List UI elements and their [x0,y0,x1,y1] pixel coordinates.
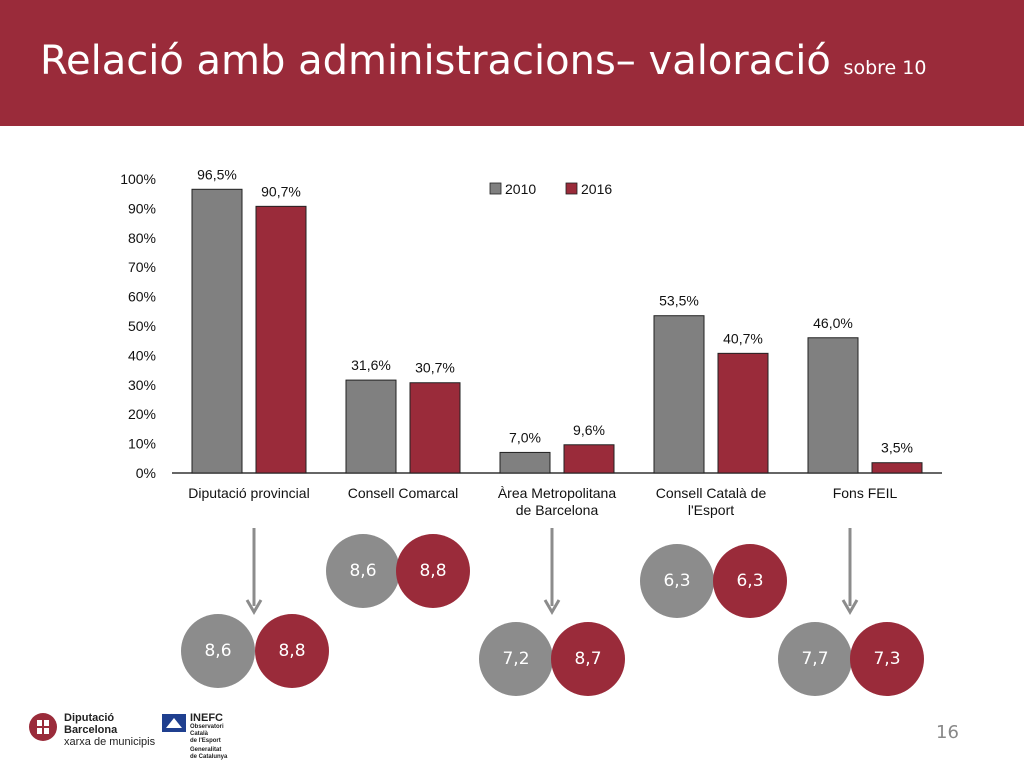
rating-2010-fons-feil: 7,7 [778,622,852,696]
diba-emblem-icon [29,713,57,741]
diba-line1: Diputació [64,712,115,724]
data-label-2010-0: 96,5% [197,166,237,182]
bar-2016-4 [871,462,923,474]
page-number: 16 [936,722,959,743]
bar-2010-2 [499,451,551,474]
rating-2010-consell-comarcal: 8,6 [326,534,400,608]
diba-line3: xarxa de municipis [64,736,156,748]
data-label-2010-3: 53,5% [659,293,699,309]
rating-2010-area-metropolitana: 7,2 [479,622,553,696]
inefc-line6: de Catalunya [190,754,228,760]
inefc-line5: Generalitat [190,747,222,753]
rating-2010-consell-catala: 6,3 [640,544,714,618]
rating-2016-fons-feil: 7,3 [850,622,924,696]
category-label: Diputació provincial [188,485,309,501]
y-tick-label: 40% [128,347,156,363]
bar-2010-1 [345,379,397,474]
rating-2010-diputacio: 8,6 [181,614,255,688]
legend-swatch-2010 [489,182,502,195]
y-tick-label: 20% [128,406,156,422]
legend-swatch-2016 [565,182,578,195]
legend-label-2016: 2016 [581,181,612,197]
category-label: Àrea Metropolitana [498,485,617,501]
data-label-2010-4: 46,0% [813,315,853,331]
y-tick-label: 100% [120,171,156,187]
inefc-logo: INEFC Observatori Català de l'Esport Gen… [162,712,227,760]
title-subtitle: sobre 10 [843,57,927,79]
data-label-2016-1: 30,7% [415,360,455,376]
y-tick-label: 10% [128,436,156,452]
diputacio-barcelona-logo: Diputació Barcelona xarxa de municipis [28,712,155,748]
rating-2016-area-metropolitana: 8,7 [551,622,625,696]
category-label: Consell Català de [656,485,767,501]
title-main: Relació amb administracions– valoració [40,38,831,84]
inefc-line4: de l'Esport [190,738,221,744]
rating-2016-diputacio: 8,8 [255,614,329,688]
y-tick-label: 80% [128,230,156,246]
bar-chart: 0% 10% 20% 30% 40% 50% 60% 70% 80% 90% 100% 96,5% 90… [120,166,942,518]
category-label: de Barcelona [516,502,599,518]
bar-2016-3 [717,352,769,474]
data-label-2016-2: 9,6% [573,422,605,438]
inefc-line2: Observatori [190,724,224,730]
page-title: Relació amb administracions– valoració s… [40,38,926,84]
y-tick-label: 60% [128,289,156,305]
bar-2010-3 [653,315,705,474]
arrow-down-icon [543,528,561,615]
inefc-line3: Català [190,731,209,737]
y-tick-label: 70% [128,259,156,275]
category-label: Consell Comarcal [348,485,458,501]
data-label-2010-1: 31,6% [351,357,391,373]
header-bar: Relació amb administracions– valoració s… [0,0,1024,126]
inefc-emblem-icon [162,714,186,732]
y-tick-label: 90% [128,200,156,216]
y-tick-label: 30% [128,377,156,393]
bar-2016-2 [563,444,615,474]
rating-2016-consell-comarcal: 8,8 [396,534,470,608]
data-label-2016-4: 3,5% [881,440,913,456]
bar-2016-0 [255,205,307,474]
diba-line2: Barcelona [64,724,118,736]
legend-label-2010: 2010 [505,181,536,197]
data-label-2016-3: 40,7% [723,330,763,346]
data-label-2016-0: 90,7% [261,183,301,199]
y-tick-label: 0% [136,465,156,481]
arrow-down-icon [841,528,859,615]
arrow-down-icon [245,528,263,615]
category-label: Fons FEIL [833,485,898,501]
category-label: l'Esport [688,502,734,518]
bar-2016-1 [409,382,461,474]
bar-2010-4 [807,337,859,474]
bar-2010-0 [191,188,243,474]
inefc-line1: INEFC [190,712,223,724]
data-label-2010-2: 7,0% [509,429,541,445]
rating-2016-consell-catala: 6,3 [713,544,787,618]
y-tick-label: 50% [128,318,156,334]
